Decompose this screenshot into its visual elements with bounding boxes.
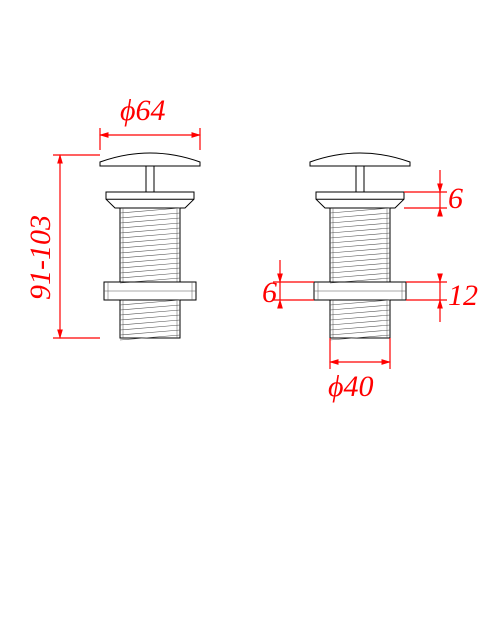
technical-drawing: ϕ64 91-103 ϕ40 6 12 6 <box>0 0 500 641</box>
dimension-label: ϕ64 <box>120 94 166 127</box>
dimension-label: 6 <box>262 276 277 309</box>
dimensions-layer: ϕ64 91-103 ϕ40 6 12 6 <box>24 94 478 403</box>
dimension-label: 6 <box>448 182 463 215</box>
dimension-label: 91-103 <box>24 215 57 300</box>
dimension-label: 12 <box>448 279 478 312</box>
dimension-label: ϕ40 <box>328 370 374 403</box>
parts-layer <box>100 153 410 340</box>
